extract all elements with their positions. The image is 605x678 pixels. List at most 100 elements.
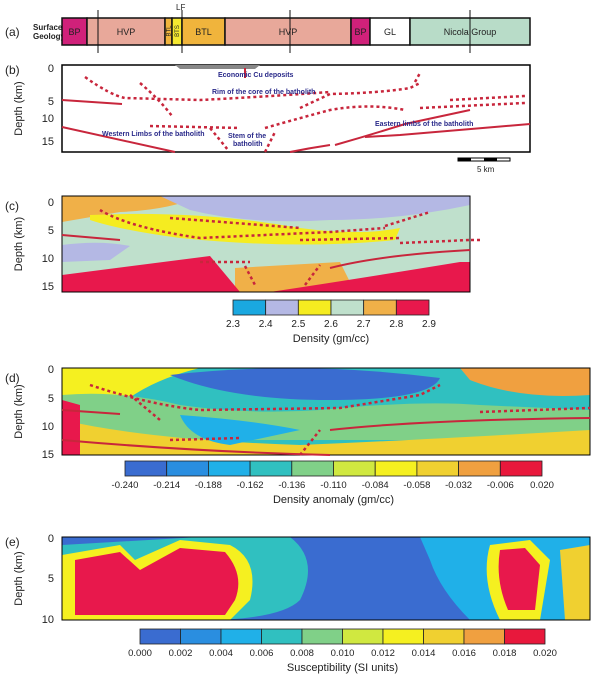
susceptibility-colorbar: 0.000 0.002 0.004 0.006 0.008 0.010 0.012 0.014… — [128, 628, 557, 674]
depth-axis-label: Depth (km) — [13, 551, 25, 605]
panel-label-d: (d) — [5, 371, 20, 385]
colorbar-swatch — [342, 628, 384, 645]
colorbar-swatch — [297, 299, 332, 316]
colorbar-tick-label: 0.006 — [250, 648, 274, 659]
colorbar-swatch — [363, 299, 397, 316]
panel-label-b: (b) — [5, 63, 20, 77]
colorbar-swatch — [207, 460, 251, 477]
colorbar-tick-label: 2.6 — [324, 319, 338, 330]
colorbar-tick-label: -0.006 — [487, 480, 514, 491]
depth-tick-label: 10 — [42, 253, 54, 265]
colorbar-swatch — [382, 628, 424, 645]
annotation-stem-1: Stem of the — [228, 133, 266, 140]
geology-unit — [369, 17, 411, 46]
colorbar-swatch — [139, 628, 181, 645]
colorbar-tick-label: 0.016 — [452, 648, 476, 659]
colorbar-title: Density (gm/cc) — [293, 333, 369, 345]
colorbar-tick-label: 0.000 — [128, 648, 152, 659]
colorbar-title: Density anomaly (gm/cc) — [273, 494, 394, 506]
colorbar-swatch — [504, 628, 546, 645]
depth-tick-label: 5 — [48, 393, 54, 405]
colorbar-swatch — [333, 460, 376, 477]
colorbar-swatch — [463, 628, 505, 645]
colorbar-tick-label: -0.162 — [237, 480, 264, 491]
panel-label-a: (a) — [5, 25, 20, 39]
depth-tick-label: 5 — [48, 96, 54, 108]
colorbar-swatch — [180, 628, 222, 645]
density-colorbar: 2.3 2.4 2.5 2.6 2.7 2.8 2.9 Density (gm/cc) — [226, 299, 436, 345]
depth-tick-label: 0 — [48, 533, 54, 545]
colorbar-tick-label: 2.7 — [357, 319, 371, 330]
depth-axis-label: Depth (km) — [13, 384, 25, 438]
geology-unit — [86, 17, 166, 46]
geology-unit-label: GL — [384, 27, 396, 37]
fault-label: LF — [176, 3, 185, 12]
panel-d — [61, 367, 591, 456]
colorbar-swatch — [301, 628, 343, 645]
colorbar-tick-label: 0.002 — [169, 648, 193, 659]
colorbar-swatch — [220, 628, 262, 645]
depth-tick-label: 10 — [42, 421, 54, 433]
panel-label-e: (e) — [5, 535, 20, 549]
geology-unit-label: BP — [68, 27, 80, 37]
geology-unit-label: HVP — [117, 27, 136, 37]
colorbar-swatch — [374, 460, 418, 477]
colorbar-tick-label: 0.010 — [331, 648, 355, 659]
colorbar-swatch — [330, 299, 365, 316]
panel-e-axis: Depth (km) 0 5 10 — [13, 533, 54, 626]
geology-unit — [181, 17, 226, 46]
depth-tick-label: 0 — [48, 63, 54, 75]
panel-e — [61, 536, 591, 621]
depth-tick-label: 15 — [42, 136, 54, 148]
colorbar-swatch — [232, 299, 267, 316]
colorbar-tick-label: -0.136 — [278, 480, 305, 491]
colorbar-tick-label: 0.012 — [371, 648, 395, 659]
geology-unit-label: HVP — [279, 27, 298, 37]
colorbar-swatch — [261, 628, 303, 645]
colorbar-tick-label: 0.014 — [412, 648, 436, 659]
annotation-western-limbs: Western Limbs of the batholith — [102, 131, 205, 138]
panel-b: Economic Cu deposits Rim of the core of … — [61, 64, 531, 174]
colorbar-swatch — [124, 460, 168, 477]
colorbar-swatch — [423, 628, 465, 645]
colorbar-tick-label: -0.110 — [320, 480, 346, 491]
geology-unit-label: BTL — [167, 25, 173, 37]
annotation-cu-deposits: Economic Cu deposits — [218, 72, 294, 79]
scale-bar: 5 km — [457, 157, 511, 174]
depth-tick-label: 15 — [42, 281, 54, 293]
colorbar-title: Susceptibility (SI units) — [287, 662, 398, 674]
colorbar-tick-label: -0.032 — [445, 480, 472, 491]
depth-axis-label: Depth (km) — [13, 217, 25, 271]
depth-tick-label: 10 — [42, 614, 54, 626]
annotation-eastern-limbs: Eastern limbs of the batholith — [375, 121, 473, 128]
surface-geology-label-1: Surface — [33, 23, 63, 32]
colorbar-tick-label: 0.004 — [209, 648, 233, 659]
panel-c — [61, 195, 480, 293]
colorbar-swatch — [166, 460, 209, 477]
colorbar-swatch — [395, 299, 430, 316]
colorbar-tick-label: 0.020 — [533, 648, 557, 659]
depth-tick-label: 15 — [42, 449, 54, 461]
colorbar-swatch — [249, 460, 293, 477]
colorbar-tick-label: 2.4 — [259, 319, 273, 330]
colorbar-tick-label: 0.008 — [290, 648, 314, 659]
depth-tick-label: 5 — [48, 225, 54, 237]
colorbar-tick-label: -0.240 — [112, 480, 139, 491]
geology-unit-label: BTL — [195, 27, 212, 37]
panel-b-axis: Depth (km) 0 5 10 15 — [13, 63, 54, 148]
depth-axis-label: Depth (km) — [13, 81, 25, 135]
colorbar-tick-label: 0.020 — [530, 480, 554, 491]
scale-bar-label: 5 km — [477, 165, 495, 174]
colorbar-tick-label: 2.3 — [226, 319, 240, 330]
annotation-rim: Rim of the core of the batholith — [212, 89, 315, 96]
surface-geology-label-2: Geology — [33, 32, 66, 41]
geology-unit — [61, 17, 88, 46]
annotation-stem-2: batholith — [233, 141, 263, 148]
colorbar-swatch — [416, 460, 459, 477]
colorbar-tick-label: -0.084 — [362, 480, 389, 491]
colorbar-tick-label: -0.058 — [403, 480, 430, 491]
colorbar-tick-label: -0.214 — [153, 480, 180, 491]
colorbar-tick-label: 2.9 — [422, 319, 436, 330]
panel-d-axis: Depth (km) 0 5 10 15 — [13, 364, 54, 461]
